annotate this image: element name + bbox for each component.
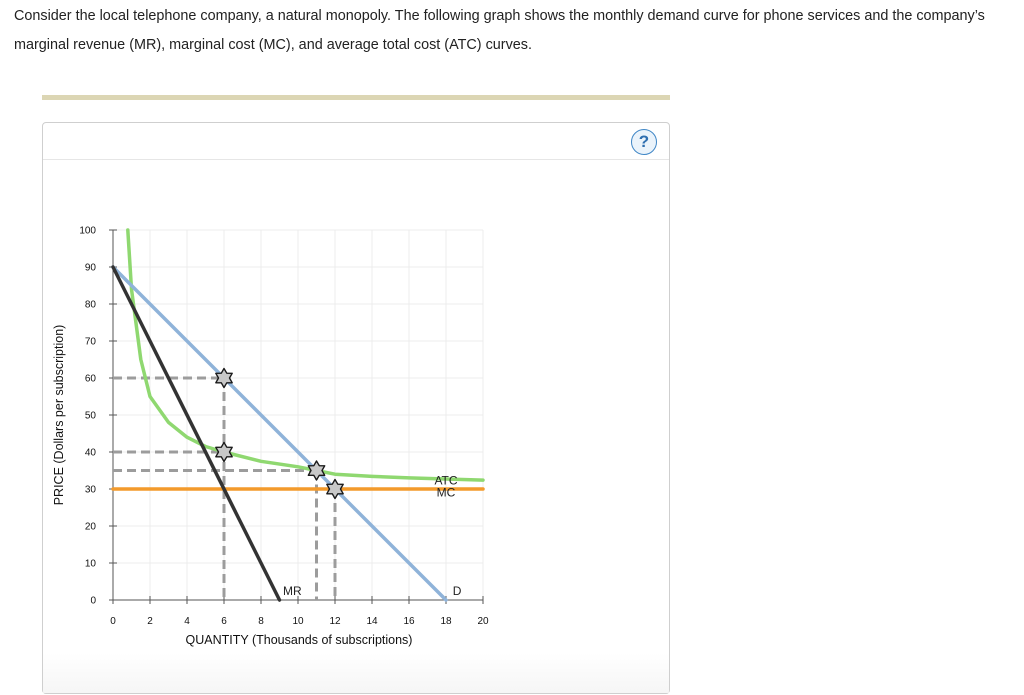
question-text: Consider the local telephone company, a … [14, 8, 985, 53]
x-tick-label: 12 [329, 616, 341, 627]
y-tick-label: 30 [85, 485, 97, 496]
star-marker[interactable] [307, 460, 326, 481]
y-tick-label: 40 [85, 448, 97, 459]
star-marker[interactable] [326, 478, 344, 500]
demand-curve [111, 265, 448, 602]
x-tick-label: 14 [366, 616, 378, 627]
help-button[interactable]: ? [631, 129, 657, 155]
x-tick-label: 6 [221, 616, 227, 627]
question-mark-icon: ? [638, 132, 650, 151]
y-axis-title: PRICE (Dollars per subscription) [52, 325, 66, 506]
x-tick-label: 18 [440, 616, 452, 627]
star-marker[interactable] [215, 367, 233, 389]
y-tick-label: 100 [79, 226, 96, 237]
y-tick-label: 60 [85, 374, 97, 385]
mr-curve [111, 265, 282, 602]
grid [112, 229, 484, 601]
x-axis-title: QUANTITY (Thousands of subscriptions) [186, 633, 413, 647]
demand-curve-label: D [453, 584, 462, 598]
divider-bar [42, 95, 670, 100]
x-tick-label: 16 [403, 616, 415, 627]
markers[interactable] [215, 367, 344, 500]
graph-panel: ? 0 10 20 30 40 50 60 70 80 90 100 0 2 4 6 8 10 12 14 16 18 2… [42, 122, 670, 694]
x-tick-label: 8 [258, 616, 264, 627]
x-tick-label: 4 [184, 616, 190, 627]
y-tick-label: 10 [85, 559, 97, 570]
panel-header-divider [43, 159, 669, 160]
x-tick-label: 20 [477, 616, 489, 627]
y-tick-label: 70 [85, 337, 97, 348]
y-tick-label: 20 [85, 522, 97, 533]
atc-curve-label: ATC [434, 473, 457, 487]
x-tick-label: 10 [292, 616, 304, 627]
y-tick-label: 50 [85, 411, 97, 422]
y-tick-label: 80 [85, 300, 97, 311]
mr-curve-label: MR [283, 584, 302, 598]
y-tick-label: 90 [85, 263, 97, 274]
curves [111, 228, 485, 602]
mc-curve-label: MC [437, 486, 456, 500]
x-tick-label: 2 [147, 616, 153, 627]
x-tick-label: 0 [110, 616, 116, 627]
star-marker[interactable] [215, 441, 233, 463]
y-tick-label: 0 [90, 596, 96, 607]
atc-curve [126, 228, 485, 482]
axes: 0 10 20 30 40 50 60 70 80 90 100 0 2 4 6 8 10 12 14 16 18 20 [79, 226, 489, 628]
